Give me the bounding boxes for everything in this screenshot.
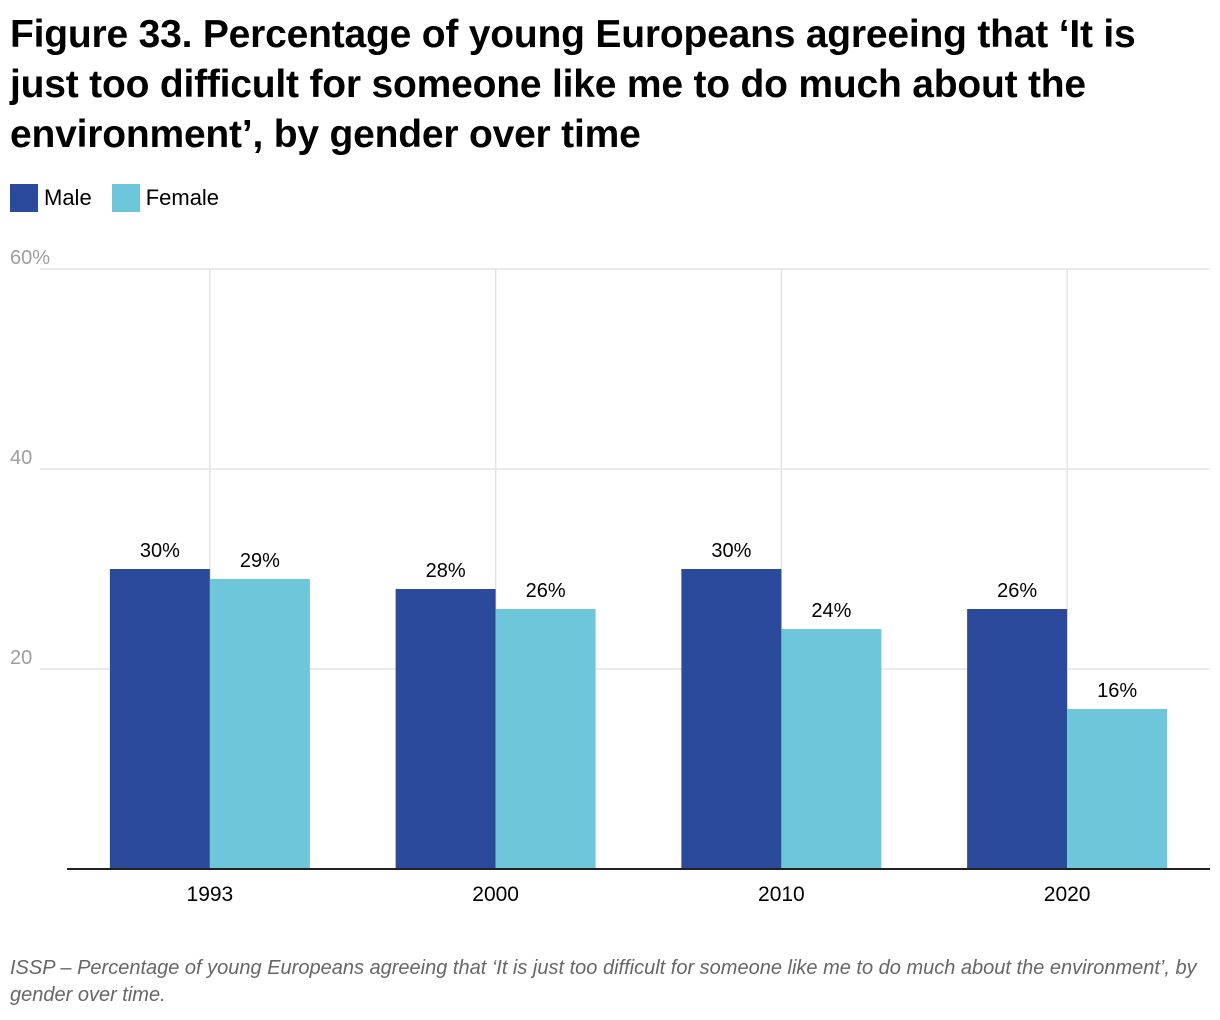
legend-label-male: Male [44, 185, 92, 210]
legend-item-male: Male [10, 184, 92, 212]
bar-male-2010 [681, 569, 782, 869]
legend-label-female: Female [145, 185, 220, 210]
data-label-female-2020: 16% [1097, 680, 1137, 702]
legend-swatch-female [111, 184, 140, 212]
footnote: ISSP – Percentage of young Europeans agr… [10, 957, 1197, 1006]
data-label-female-2000: 26% [526, 580, 566, 602]
x-tick-label-2010: 2010 [758, 883, 805, 906]
data-label-male-2000: 28% [426, 560, 466, 582]
bar-chart: 20 40 60% 30% 29% 1993 28% 26% 2000 30% 24% 2010 26%… [10, 247, 1210, 906]
bar-male-2000 [395, 589, 496, 869]
bar-male-1993 [109, 569, 210, 869]
bar-male-2020 [967, 609, 1068, 869]
data-label-female-1993: 29% [240, 550, 280, 572]
data-label-female-2010: 24% [811, 600, 851, 622]
y-tick-label-40: 40 [10, 447, 32, 469]
data-label-male-2010: 30% [711, 540, 751, 562]
x-tick-label-2020: 2020 [1044, 883, 1091, 906]
bar-female-2010 [781, 629, 882, 869]
y-tick-label-60: 60% [10, 247, 50, 269]
bar-female-2000 [495, 609, 596, 869]
data-label-male-1993: 30% [140, 540, 180, 562]
x-tick-label-2000: 2000 [472, 883, 519, 906]
y-tick-label-20: 20 [10, 647, 32, 669]
bar-female-1993 [209, 579, 310, 869]
chart-title: Figure 33. Percentage of young Europeans… [10, 13, 1136, 156]
bar-female-2020 [1067, 709, 1168, 869]
data-label-male-2020: 26% [997, 580, 1037, 602]
x-tick-label-1993: 1993 [187, 883, 234, 906]
legend: Male Female [10, 184, 239, 212]
legend-swatch-male [10, 184, 38, 212]
legend-item-female: Female [111, 184, 220, 212]
